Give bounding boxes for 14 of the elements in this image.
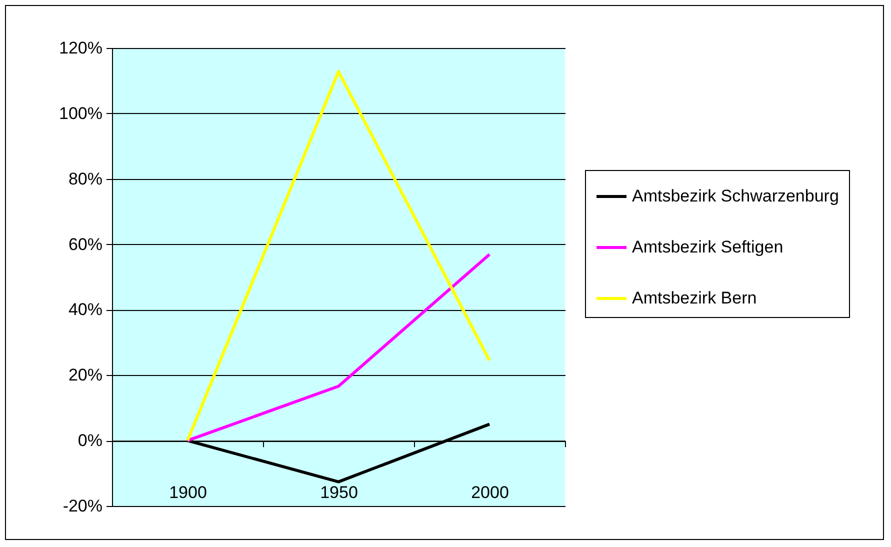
y-tick-label: 100% [59, 104, 102, 123]
legend-label: Amtsbezirk Bern [632, 288, 757, 308]
y-tick-label: 80% [68, 169, 102, 188]
x-tick-label: 2000 [471, 483, 509, 502]
legend-label: Amtsbezirk Schwarzenburg [632, 186, 839, 206]
x-tick-label: 1950 [320, 483, 358, 502]
y-tick-label: 60% [68, 234, 102, 254]
y-tick-label: 20% [68, 366, 102, 385]
x-tick-label: 1900 [169, 483, 207, 502]
y-tick-label: 0% [78, 431, 102, 450]
y-tick-label: 40% [68, 300, 102, 320]
y-tick-label: 120% [59, 38, 102, 58]
y-tick-label: -20% [62, 496, 102, 516]
legend-label: Amtsbezirk Seftigen [632, 238, 784, 256]
